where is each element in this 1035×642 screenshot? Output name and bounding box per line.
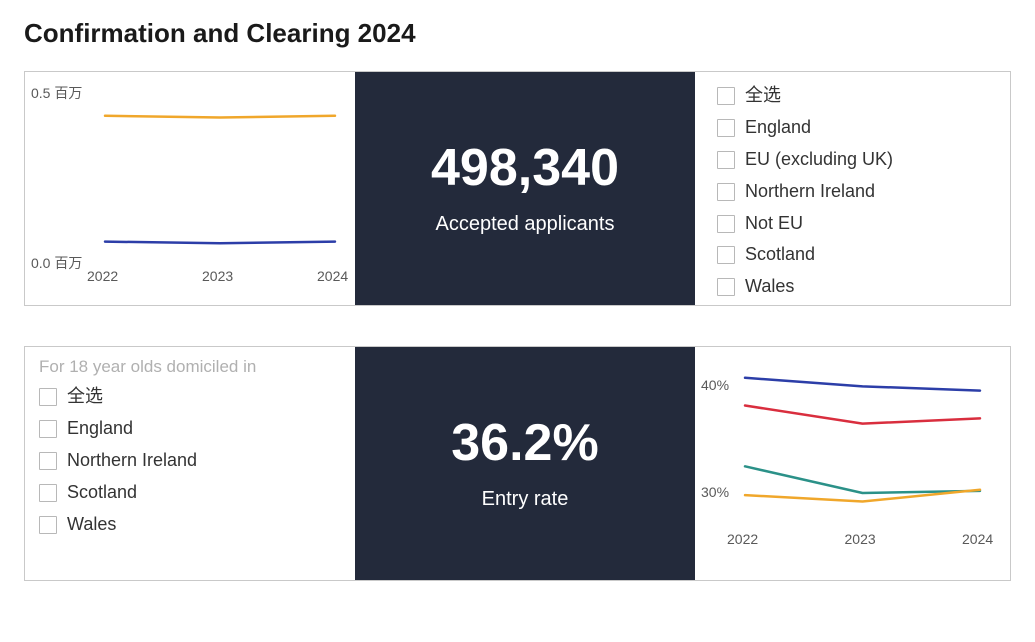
accepted-filter-item[interactable]: Not EU [717, 210, 992, 238]
entry-filter-panel: For 18 year olds domiciled in 全选 England N… [25, 347, 355, 580]
chart-series-line [105, 116, 335, 118]
accepted-filter-item[interactable]: Northern Ireland [717, 178, 992, 206]
accepted-filter-item[interactable]: Wales [717, 273, 992, 301]
accepted-filter-item-label: Wales [745, 273, 794, 301]
entry-filter-item[interactable]: Scotland [39, 479, 341, 507]
checkbox-icon[interactable] [717, 215, 735, 233]
line-chart-svg [25, 72, 345, 272]
chart-series-line [745, 466, 980, 493]
accepted-filter-item-label: 全选 [745, 82, 781, 110]
accepted-metric-label: Accepted applicants [435, 213, 614, 236]
accepted-filter-item-label: Scotland [745, 241, 815, 269]
entry-metric: 36.2% Entry rate [355, 347, 695, 580]
accepted-filter-list: 全选 England EU (excluding UK) Northern Irela… [717, 82, 992, 301]
chart-series-line [745, 378, 980, 391]
entry-filter-item-label: England [67, 415, 133, 443]
entry-filter-list: 全选 England Northern Ireland Scotland Wales [39, 383, 341, 538]
checkbox-icon[interactable] [39, 516, 57, 534]
checkbox-icon[interactable] [717, 151, 735, 169]
entry-filter-item[interactable]: Northern Ireland [39, 447, 341, 475]
accepted-filter-item-label: Not EU [745, 210, 803, 238]
entry-chart: 40%30%202220232024 [695, 347, 1010, 580]
checkbox-icon[interactable] [717, 246, 735, 264]
accepted-chart: 0.5 百万0.0 百万202220232024 [25, 72, 355, 305]
page-title: Confirmation and Clearing 2024 [24, 18, 1011, 49]
accepted-filter-item[interactable]: Scotland [717, 241, 992, 269]
checkbox-icon[interactable] [39, 484, 57, 502]
accepted-metric-value: 498,340 [431, 141, 619, 196]
entry-filter-item[interactable]: Wales [39, 511, 341, 539]
dashboard-page: Confirmation and Clearing 2024 0.5 百万0.0… [0, 0, 1035, 605]
entry-filter-item[interactable]: England [39, 415, 341, 443]
entry-metric-label: Entry rate [482, 488, 569, 511]
entry-metric-value: 36.2% [451, 416, 598, 471]
line-chart-svg [695, 347, 990, 535]
accepted-filter-item-label: Northern Ireland [745, 178, 875, 206]
accepted-filter-item[interactable]: England [717, 114, 992, 142]
accepted-filter-item[interactable]: 全选 [717, 82, 992, 110]
checkbox-icon[interactable] [717, 87, 735, 105]
entry-filter-item-label: 全选 [67, 383, 103, 411]
accepted-filter-panel: 全选 England EU (excluding UK) Northern Irela… [695, 72, 1010, 305]
entry-filter-item-label: Scotland [67, 479, 137, 507]
entry-filter-item[interactable]: 全选 [39, 383, 341, 411]
accepted-metric: 498,340 Accepted applicants [355, 72, 695, 305]
entry-filter-title: For 18 year olds domiciled in [39, 357, 341, 377]
accepted-filter-item-label: England [745, 114, 811, 142]
chart-series-line [745, 406, 980, 424]
accepted-filter-item[interactable]: EU (excluding UK) [717, 146, 992, 174]
entry-filter-item-label: Northern Ireland [67, 447, 197, 475]
checkbox-icon[interactable] [717, 183, 735, 201]
checkbox-icon[interactable] [39, 420, 57, 438]
checkbox-icon[interactable] [39, 452, 57, 470]
checkbox-icon[interactable] [717, 119, 735, 137]
checkbox-icon[interactable] [717, 278, 735, 296]
card-accepted-applicants: 0.5 百万0.0 百万202220232024 498,340 Accepte… [24, 71, 1011, 306]
checkbox-icon[interactable] [39, 388, 57, 406]
accepted-filter-item-label: EU (excluding UK) [745, 146, 893, 174]
chart-series-line [105, 242, 335, 244]
card-entry-rate: For 18 year olds domiciled in 全选 England N… [24, 346, 1011, 581]
entry-filter-item-label: Wales [67, 511, 116, 539]
